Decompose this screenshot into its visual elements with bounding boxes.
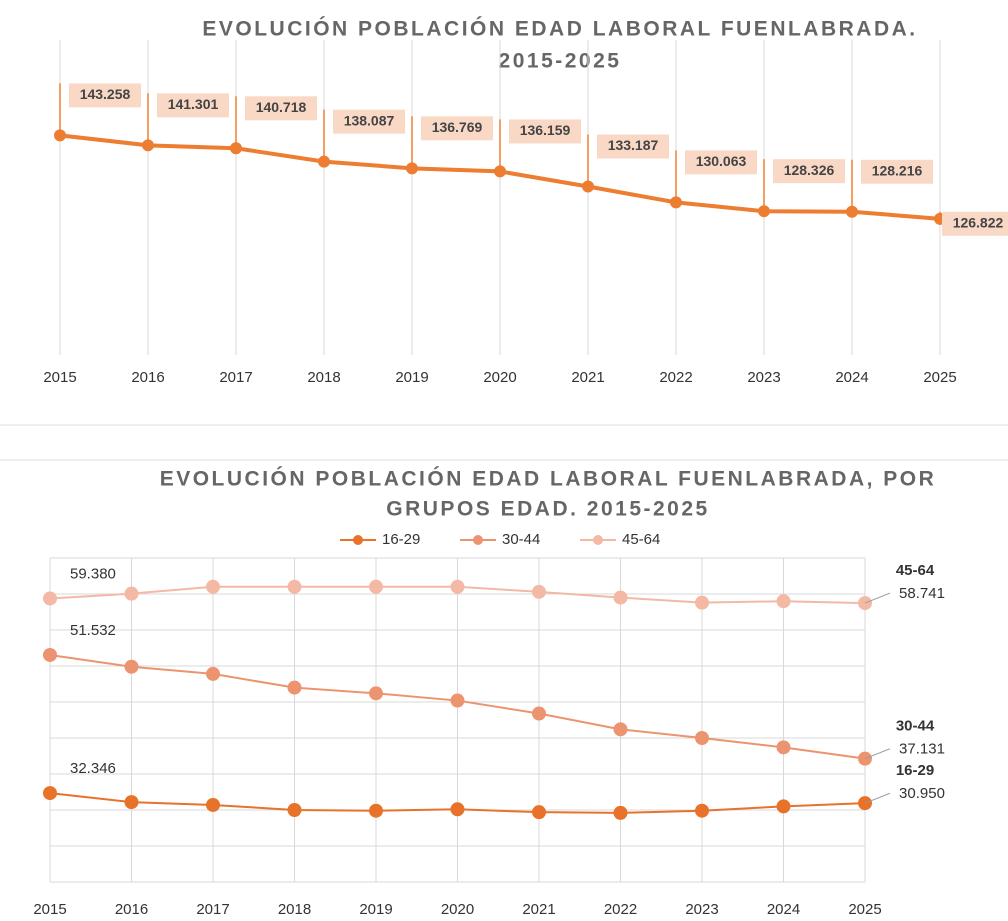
data-label: 51.532 xyxy=(70,622,116,639)
series-end-name: 16-29 xyxy=(896,762,934,779)
point xyxy=(287,680,302,695)
point xyxy=(287,803,302,817)
legend-marker xyxy=(593,535,603,545)
x-tick-label: 2016 xyxy=(115,901,148,918)
x-tick-label: 2022 xyxy=(659,369,692,386)
x-tick-label: 2024 xyxy=(767,901,800,918)
x-tick-label: 2022 xyxy=(604,901,637,918)
data-label: 143.258 xyxy=(80,86,131,102)
x-tick-label: 2019 xyxy=(395,369,428,386)
x-tick-label: 2016 xyxy=(131,369,164,386)
label-box xyxy=(333,109,405,134)
x-tick-label: 2021 xyxy=(522,901,555,918)
data-label: 141.301 xyxy=(168,96,219,112)
label-box xyxy=(773,159,845,184)
point xyxy=(369,803,383,818)
chart-title: EVOLUCIÓN POBLACIÓN EDAD LABORAL FUENLAB… xyxy=(202,17,917,41)
x-tick-label: 2015 xyxy=(33,901,66,918)
x-tick-label: 2020 xyxy=(483,369,516,386)
callout xyxy=(864,592,891,604)
data-label: 30.950 xyxy=(899,785,945,802)
data-label: 140.718 xyxy=(256,99,307,115)
point xyxy=(450,693,465,708)
data-label: 37.131 xyxy=(899,741,945,758)
legend-label: 45-64 xyxy=(622,531,660,548)
point xyxy=(124,586,139,601)
callout xyxy=(864,748,891,760)
point xyxy=(613,805,628,820)
x-tick-label: 2023 xyxy=(685,901,718,918)
x-tick-label: 2023 xyxy=(747,369,780,386)
x-tick-label: 2020 xyxy=(441,901,474,918)
point xyxy=(124,795,139,810)
x-tick-label: 2019 xyxy=(359,901,392,918)
point xyxy=(43,647,57,662)
callout xyxy=(864,792,891,804)
x-tick-label: 2017 xyxy=(196,901,229,918)
legend-marker xyxy=(353,535,363,545)
label-box xyxy=(861,159,933,184)
point xyxy=(206,797,220,812)
data-label: 138.087 xyxy=(344,112,395,128)
label-box xyxy=(69,83,141,108)
data-label: 136.769 xyxy=(432,119,483,135)
point xyxy=(287,579,302,594)
point xyxy=(450,802,465,817)
label-box xyxy=(685,150,757,175)
point xyxy=(613,722,628,737)
label-box xyxy=(157,93,229,118)
chart-title: EVOLUCIÓN POBLACIÓN EDAD LABORAL FUENLAB… xyxy=(160,467,937,491)
legend-marker xyxy=(473,535,483,545)
point xyxy=(532,584,546,599)
label-box xyxy=(597,134,669,159)
point xyxy=(695,803,709,818)
x-tick-label: 2015 xyxy=(43,369,76,386)
legend-label: 16-29 xyxy=(382,531,420,548)
x-tick-label: 2025 xyxy=(923,369,956,386)
point xyxy=(369,579,383,594)
point xyxy=(369,686,383,701)
point xyxy=(695,595,709,610)
data-label: 58.741 xyxy=(899,585,945,602)
point xyxy=(206,579,220,594)
data-label: 128.326 xyxy=(784,162,835,178)
data-label: 32.346 xyxy=(70,760,116,777)
series-end-name: 45-64 xyxy=(896,562,935,579)
point xyxy=(695,731,709,745)
point xyxy=(776,594,791,609)
point xyxy=(43,786,57,801)
label-box xyxy=(421,116,493,141)
point xyxy=(532,805,546,820)
series-end-name: 30-44 xyxy=(896,718,935,735)
data-label: 130.063 xyxy=(696,153,747,169)
point xyxy=(206,666,220,681)
x-tick-label: 2017 xyxy=(219,369,252,386)
x-tick-label: 2018 xyxy=(278,901,311,918)
data-label: 59.380 xyxy=(70,565,116,582)
data-label: 136.159 xyxy=(520,122,571,138)
data-label: 128.216 xyxy=(872,162,923,178)
point xyxy=(450,579,465,594)
point xyxy=(613,590,628,605)
data-label: 126.822 xyxy=(953,215,1004,231)
label-box xyxy=(942,211,1008,236)
label-box xyxy=(245,96,317,121)
x-tick-label: 2021 xyxy=(571,369,604,386)
x-tick-label: 2024 xyxy=(835,369,868,386)
data-label: 133.187 xyxy=(608,137,659,153)
chart-title: 2015-2025 xyxy=(499,50,622,73)
point xyxy=(776,740,791,755)
point xyxy=(43,591,57,606)
point xyxy=(532,706,546,721)
x-tick-label: 2025 xyxy=(848,901,881,918)
point xyxy=(776,799,791,814)
chart-title: GRUPOS EDAD. 2015-2025 xyxy=(386,498,709,521)
x-tick-label: 2018 xyxy=(307,369,340,386)
label-box xyxy=(509,119,581,144)
legend-label: 30-44 xyxy=(502,531,540,548)
point xyxy=(124,659,139,674)
